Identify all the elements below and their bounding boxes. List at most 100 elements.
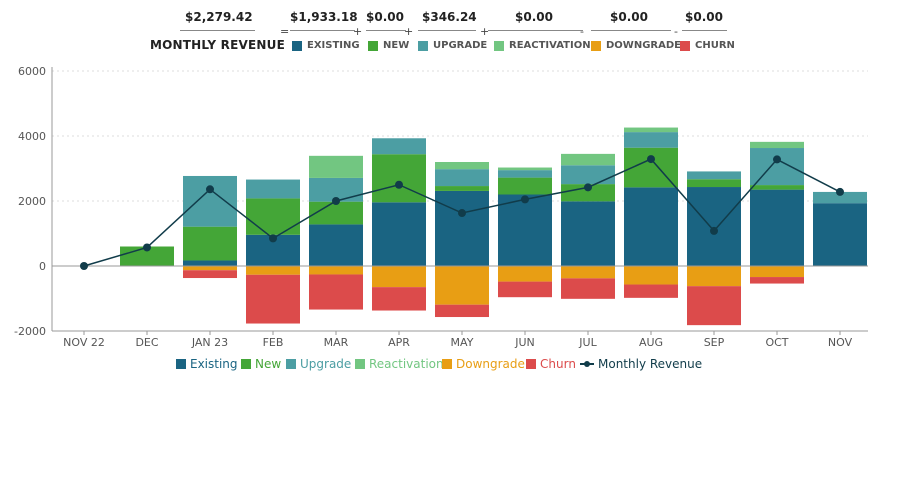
legend-item-downgrade[interactable]: Downgrade [442,357,525,371]
y-tick-label: -2000 [14,325,46,338]
bar-segment-existing [687,187,741,266]
bar-segment-upgrade [372,138,426,155]
legend-label: Existing [190,357,238,371]
x-tick-label: JAN 23 [191,336,228,349]
bar-segment-downgrade [687,266,741,287]
op-equals: = [280,25,290,38]
chart-legend: Existing New Upgrade Reactivation Downgr… [0,357,900,373]
bar-segment-churn [687,286,741,326]
summary-legend-new: NEW [368,40,409,51]
bar-segment-reactivation [624,127,678,133]
monthly-revenue-point [710,226,718,235]
downgrade-swatch-icon [591,40,601,51]
bar-segment-churn [309,274,363,310]
op-plus-3: + [480,25,490,38]
y-tick-label: 0 [39,260,46,273]
monthly-revenue-point [836,187,844,196]
x-tick-label: OCT [765,336,788,349]
bar-segment-churn [624,284,678,298]
legend-label: Upgrade [300,357,352,371]
monthly-revenue-point [773,155,781,164]
summary-reactivation-divider [488,30,583,31]
legend-label: New [255,357,282,371]
summary-churn: $0.00 [685,10,723,24]
x-tick-label: AUG [639,336,663,349]
bar-segment-upgrade [309,177,363,202]
summary-legend-downgrade: DOWNGRADE [591,40,681,51]
monthly-revenue-point [143,243,151,252]
bar-segment-upgrade [813,191,867,204]
summary-legend-label: NEW [383,40,410,51]
reactivation-swatch-icon [494,40,504,51]
bar-segment-new [183,226,237,261]
summary-reactivation: $0.00 [515,10,553,24]
op-minus-2: - [674,25,678,38]
op-plus-2: + [404,25,414,38]
bar-segment-existing [435,190,489,266]
summary-legend-reactivation: REACTIVATION [494,40,591,51]
summary-upgrade: $346.24 [422,10,477,24]
downgrade-legend-icon [442,359,452,369]
revenue-chart: -2000 0 2000 4000 6000 NOV 22 DEC JAN 23 FEB MAR A… [14,65,868,349]
legend-item-churn[interactable]: Churn [526,357,576,371]
legend-item-reactivation[interactable]: Reactivation [355,357,444,371]
summary-legend-label: CHURN [695,40,735,51]
bar-segment-new [498,177,552,195]
x-tick-label: NOV [828,336,853,349]
legend-item-existing[interactable]: Existing [176,357,238,371]
summary-new-divider [366,30,406,31]
bar-segment-reactivation [750,141,804,149]
monthly-revenue-point [521,195,529,204]
summary-title: MONTHLY REVENUE [150,38,285,52]
legend-label: Churn [540,357,576,371]
bar-segment-new [750,185,804,190]
summary-total-divider [180,30,255,31]
bar-segment-churn [561,278,615,299]
bar-segment-existing [750,189,804,266]
churn-legend-icon [526,359,536,369]
op-minus-1: - [580,25,584,38]
summary-total: $2,279.42 [185,10,253,24]
bar-segment-upgrade [435,169,489,187]
summary-existing: $1,933.18 [290,10,358,24]
bar-segment-churn [750,277,804,284]
legend-item-monthly-revenue[interactable]: Monthly Revenue [580,357,702,371]
new-swatch-icon [368,40,378,51]
existing-legend-icon [176,359,186,369]
bar-segment-churn [435,304,489,318]
existing-swatch-icon [292,40,302,51]
x-tick-label: JUL [578,336,597,349]
bar-segment-downgrade [750,266,804,278]
x-tick-label: MAY [451,336,474,349]
bar-segment-downgrade [624,266,678,285]
bar-segment-upgrade [246,179,300,199]
line-marker-icon [580,359,594,369]
bar-segment-existing [372,202,426,266]
monthly-revenue-point [458,209,466,218]
legend-label: Downgrade [456,357,525,371]
upgrade-swatch-icon [418,40,428,51]
bar-segment-churn [498,281,552,298]
summary-downgrade: $0.00 [610,10,648,24]
summary-legend-label: REACTIVATION [509,40,591,51]
x-tick-label: FEB [263,336,284,349]
legend-item-upgrade[interactable]: Upgrade [286,357,351,371]
bar-segment-churn [246,274,300,324]
revenue-summary: $2,279.42 = $1,933.18 + $0.00 + $346.24 … [150,8,740,58]
bar-segment-downgrade [246,266,300,275]
monthly-revenue-point [584,183,592,192]
monthly-revenue-point [80,262,88,270]
summary-legend-label: EXISTING [307,40,360,51]
bar-segment-downgrade [183,266,237,271]
legend-item-new[interactable]: New [241,357,281,371]
summary-downgrade-divider [591,30,671,31]
y-tick-label: 4000 [18,130,46,143]
op-plus-1: + [353,25,363,38]
summary-legend-label: DOWNGRADE [606,40,681,51]
bar-segment-upgrade [498,170,552,178]
monthly-revenue-point [332,197,340,205]
bar-segment-downgrade [498,266,552,282]
bar-segment-new [372,154,426,203]
bar-segment-downgrade [561,266,615,279]
summary-existing-divider [290,30,355,31]
